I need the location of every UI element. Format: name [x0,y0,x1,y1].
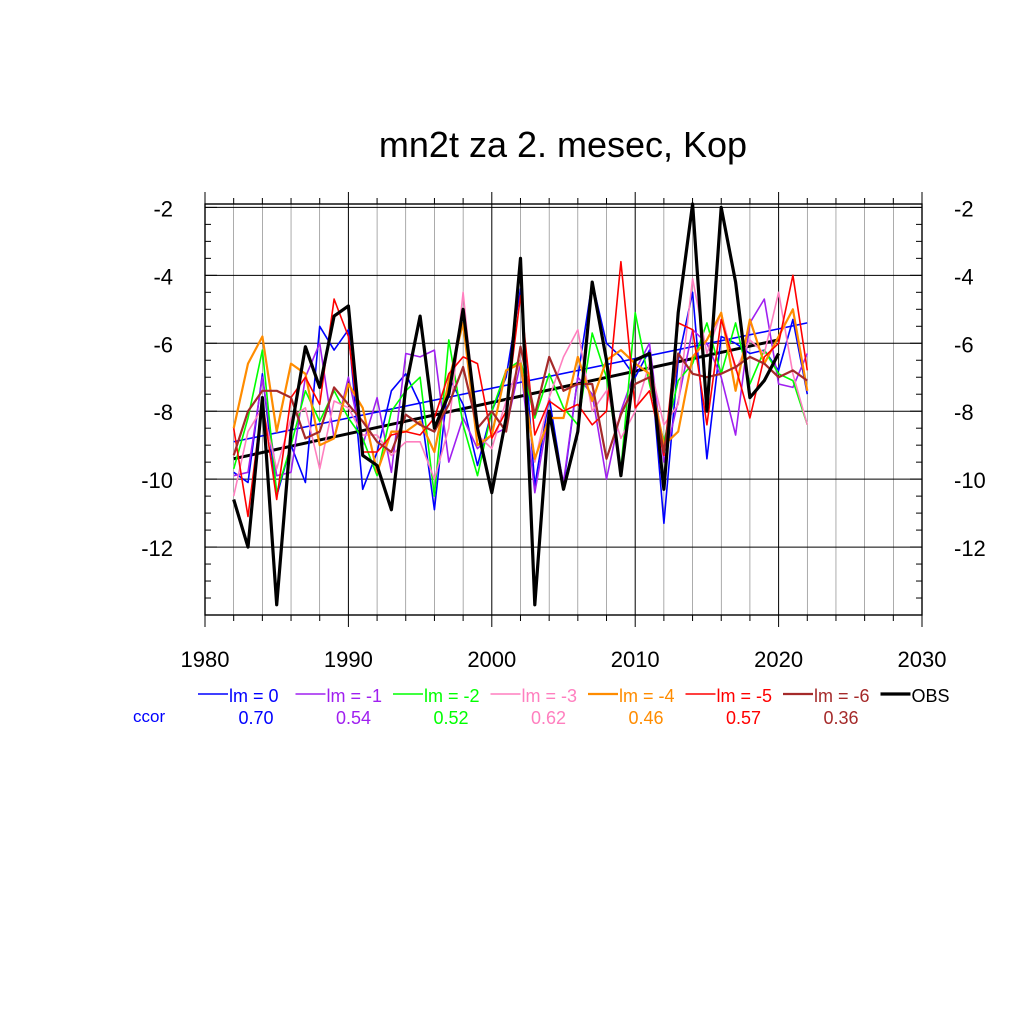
plot-frame-rect [204,203,923,616]
legend-label-7: OBS [912,686,950,706]
chart-title: mn2t za 2. mesec, Kop [379,124,747,165]
legend-ccor-4: 0.46 [628,708,663,728]
legend-label-2: lm = -2 [424,686,480,706]
x-tick-label: 1990 [324,647,373,672]
legend-label-4: lm = -4 [619,686,675,706]
y-tick-label-right: -4 [954,264,974,289]
legend-label-3: lm = -3 [522,686,578,706]
y-tick-label-left: -10 [141,468,173,493]
legend-ccor-5: 0.57 [726,708,761,728]
x-tick-label: 2000 [467,647,516,672]
series-line-6 [232,345,808,460]
y-tick-label-left: -8 [153,400,173,425]
y-tick-label-left: -2 [153,196,173,221]
series-lines [232,202,809,607]
x-tick-label: 2010 [611,647,660,672]
plot-frame [204,203,923,616]
legend-ccor-3: 0.62 [531,708,566,728]
axes: -2 -2 -4 -4 -6 -6 -8 -8 -10 -10 -12 -12 1980 1990 2000… [141,192,986,672]
legend-ccor-0: 0.70 [238,708,273,728]
y-tick-label-right: -8 [954,400,974,425]
legend-label-1: lm = -1 [327,686,383,706]
legend-label-0: lm = 0 [229,686,279,706]
legend-ccor-2: 0.52 [433,708,468,728]
x-tick-label: 2030 [898,647,947,672]
legend-label-5: lm = -5 [717,686,773,706]
x-tick-label: 2020 [754,647,803,672]
x-tick-label: 1980 [181,647,230,672]
legend-ccor-1: 0.54 [336,708,371,728]
y-tick-label-left: -6 [153,332,173,357]
y-tick-label-right: -12 [954,536,986,561]
legend-ccor-6: 0.36 [823,708,858,728]
y-tick-label-right: -2 [954,196,974,221]
legend-label-6: lm = -6 [814,686,870,706]
ccor-label: ccor [133,707,165,726]
y-tick-label-left: -12 [141,536,173,561]
series-line-7 [232,202,781,607]
y-tick-label-left: -4 [153,264,173,289]
y-tick-label-right: -6 [954,332,974,357]
y-tick-label-right: -10 [954,468,986,493]
